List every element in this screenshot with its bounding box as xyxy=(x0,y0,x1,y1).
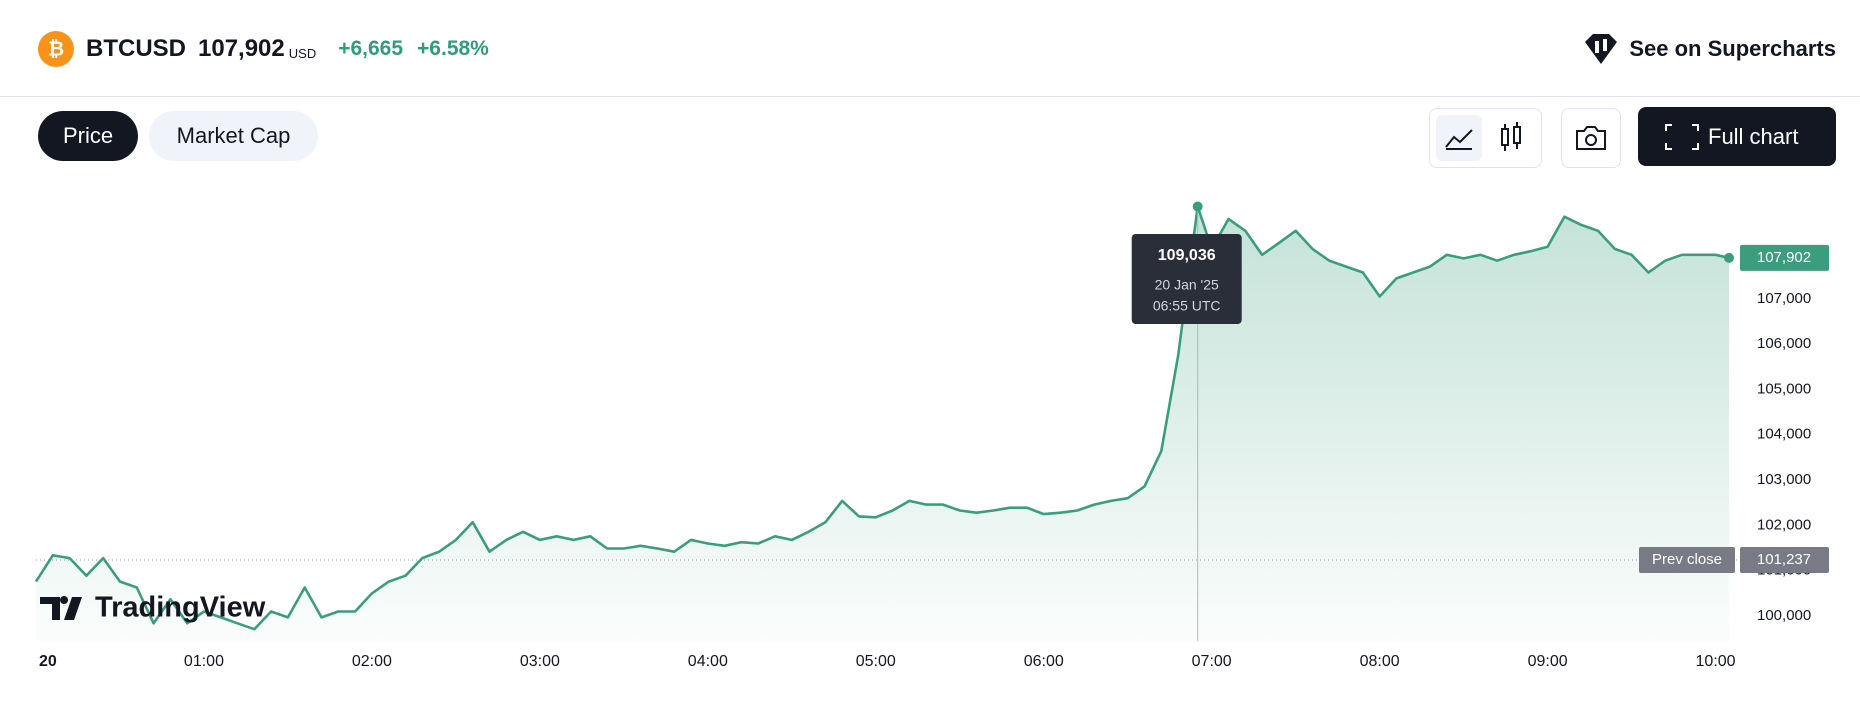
watermark: TradingView xyxy=(40,592,266,624)
change-pct: +6.58% xyxy=(417,37,489,60)
last-point xyxy=(1724,252,1734,263)
btc-icon: ₿ xyxy=(38,31,74,67)
supercharts-icon xyxy=(1585,34,1618,64)
last-label: 107,902 xyxy=(1757,249,1811,266)
x-tick-label: 07:00 xyxy=(1192,653,1232,670)
y-tick-label: 100,000 xyxy=(1757,607,1811,624)
tooltip: 109,036 20 Jan '25 06:55 UTC xyxy=(1131,234,1242,324)
fullscreen-icon xyxy=(1665,123,1699,150)
tooltip-point xyxy=(1192,201,1203,212)
y-tick-label: 102,000 xyxy=(1757,516,1811,533)
y-tick-label: 103,000 xyxy=(1757,471,1811,488)
price: 107,902 xyxy=(198,35,285,62)
x-tick-label: 10:00 xyxy=(1696,653,1736,670)
svg-text:₿: ₿ xyxy=(48,38,64,60)
full-chart-button[interactable]: Full chart xyxy=(1638,107,1836,166)
snapshot-button[interactable] xyxy=(1561,108,1621,168)
watermark-text: TradingView xyxy=(95,592,266,624)
y-tick-label: 107,000 xyxy=(1757,290,1811,307)
currency: USD xyxy=(288,45,317,61)
tooltip-date: 20 Jan '25 xyxy=(1155,277,1219,293)
x-tick-label: 05:00 xyxy=(856,653,896,670)
candle-type-button[interactable] xyxy=(1488,115,1534,161)
x-tick-label: 20 xyxy=(39,653,57,670)
x-tick-label: 09:00 xyxy=(1528,653,1568,670)
tab-price[interactable]: Price xyxy=(38,111,138,161)
tab-market-cap[interactable]: Market Cap xyxy=(149,111,318,161)
supercharts-text: See on Supercharts xyxy=(1629,36,1836,61)
header: BTCUSD 107,902 USD +6,665 +6.58% xyxy=(86,30,489,68)
tooltip-time: 06:55 UTC xyxy=(1153,298,1221,314)
price-line xyxy=(34,205,1730,631)
x-tick-label: 08:00 xyxy=(1360,653,1400,670)
supercharts-link[interactable]: See on Supercharts xyxy=(1581,30,1836,68)
x-tick-label: 04:00 xyxy=(688,653,728,670)
y-tick-label: 104,000 xyxy=(1757,426,1811,443)
x-tick-label: 03:00 xyxy=(520,653,560,670)
prev-close-value: 101,237 xyxy=(1757,551,1811,568)
last-label-box xyxy=(1740,244,1829,271)
full-chart-text: Full chart xyxy=(1708,123,1799,149)
x-tick-label: 06:00 xyxy=(1024,653,1064,670)
area-fill xyxy=(36,206,1729,641)
prev-close-name: Prev close xyxy=(1652,551,1722,568)
camera-icon xyxy=(1576,126,1606,150)
watermark-logo xyxy=(40,596,82,620)
change: +6,665 xyxy=(338,37,404,60)
chart-type-group xyxy=(1429,108,1542,168)
prev-close-name-box xyxy=(1639,547,1735,574)
tooltip-value: 109,036 xyxy=(1158,247,1216,264)
y-tick-label: 105,000 xyxy=(1757,380,1811,397)
tooltip-box xyxy=(1131,234,1242,324)
y-tick-label: 106,000 xyxy=(1757,335,1811,352)
x-tick-label: 02:00 xyxy=(352,653,392,670)
line-type-button[interactable] xyxy=(1436,115,1482,161)
x-tick-label: 01:00 xyxy=(184,653,224,670)
divider xyxy=(0,96,1860,97)
symbol: BTCUSD xyxy=(86,35,186,62)
prev-close-value-box xyxy=(1740,547,1829,574)
